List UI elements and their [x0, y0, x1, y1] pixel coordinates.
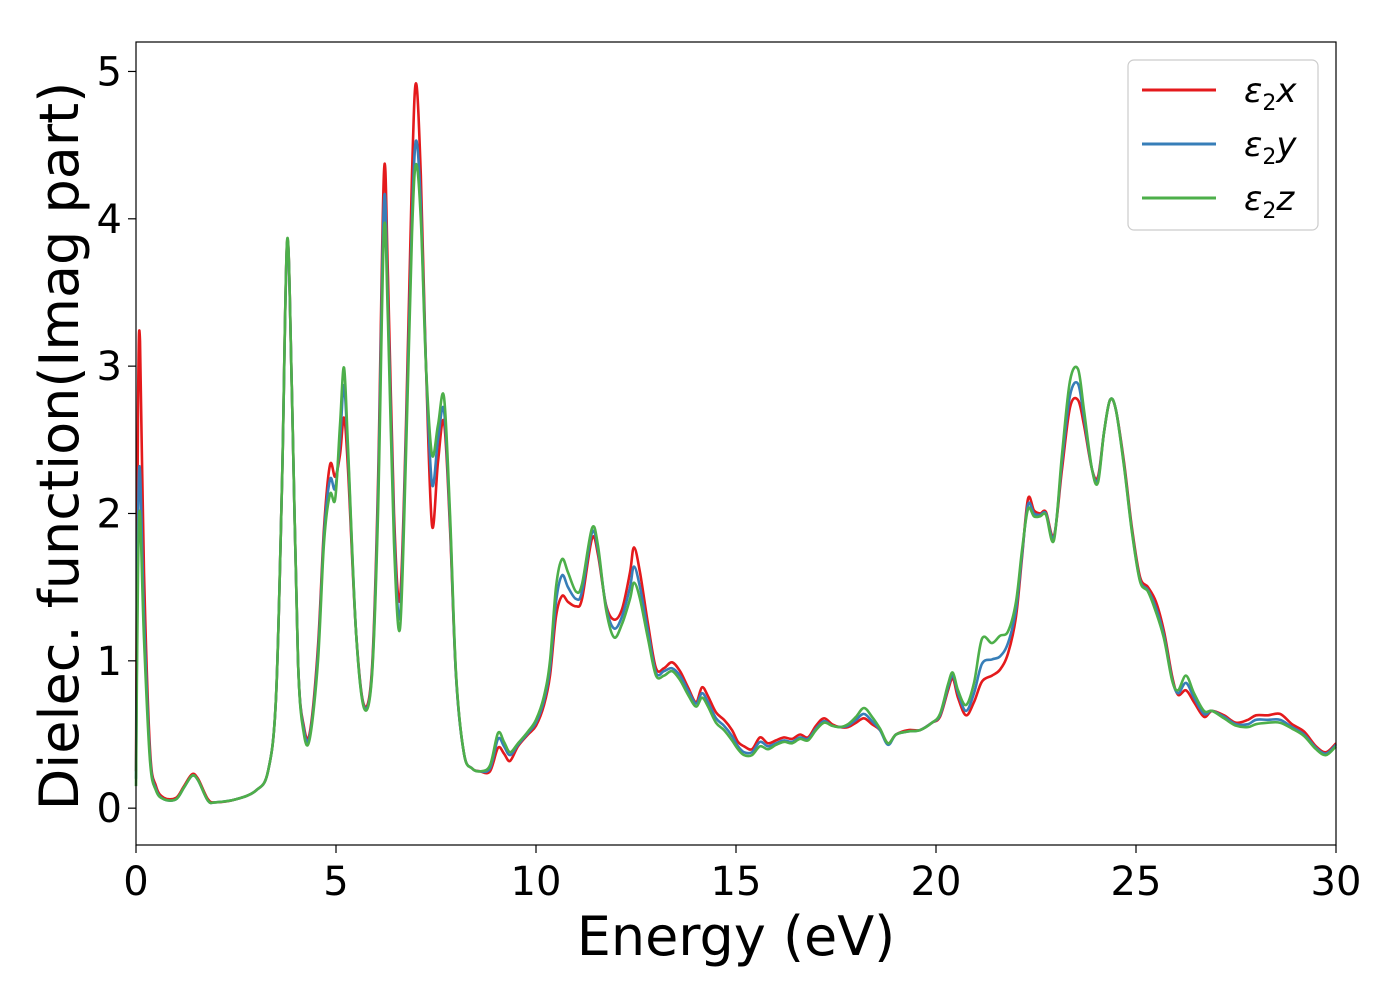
y-axis-ticks: 0 1 2 3 4 5: [97, 49, 136, 832]
legend-items: ε2x ε2y ε2z: [1142, 71, 1297, 224]
x-tick-label: 15: [711, 859, 762, 905]
legend-box: [1127, 59, 1319, 231]
y-tick-label: 3: [97, 344, 122, 390]
plot-area-frame: [135, 41, 1337, 846]
y-tick-label: 2: [97, 491, 122, 537]
x-tick-label: 20: [911, 859, 962, 905]
x-axis-label: Energy (eV): [577, 905, 896, 968]
y-tick-label: 1: [97, 639, 122, 685]
x-tick-label: 10: [511, 859, 562, 905]
x-tick-label: 25: [1111, 859, 1162, 905]
legend-label-x: ε2x: [1244, 71, 1297, 116]
y-axis-label: Dielec. function(Imag part): [28, 82, 91, 811]
x-axis-ticks: 0 5 10 15 20 25 30: [123, 845, 1361, 905]
x-tick-label: 0: [123, 859, 148, 905]
y-tick-label: 4: [97, 197, 122, 243]
x-tick-label: 5: [323, 859, 348, 905]
series-line-y: [134, 139, 1337, 805]
legend: ε2x ε2y ε2z: [1127, 59, 1319, 231]
series-line-z: [134, 162, 1337, 805]
legend-label-y: ε2y: [1244, 125, 1297, 170]
series-layer: [134, 82, 1337, 805]
legend-label-z: ε2z: [1244, 179, 1295, 224]
y-tick-label: 5: [97, 49, 122, 95]
x-tick-label: 30: [1311, 859, 1362, 905]
y-tick-label: 0: [97, 786, 122, 832]
